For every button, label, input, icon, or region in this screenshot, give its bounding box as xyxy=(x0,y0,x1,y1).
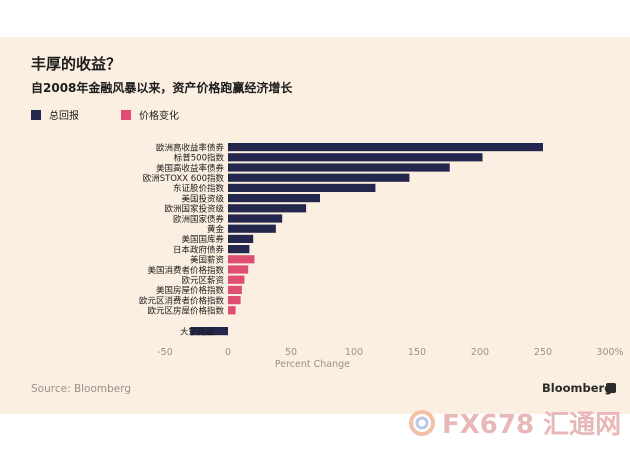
category-label-5: 美国投资级 xyxy=(181,193,224,204)
category-label-2: 美国高收益率债券 xyxy=(156,163,225,174)
x-tick-label-4: 150 xyxy=(408,347,426,358)
legend-item-price-change: 价格变化 xyxy=(121,107,179,122)
category-label-13: 欧元区薪资 xyxy=(181,275,224,286)
category-label-9: 美国国库券 xyxy=(181,234,224,245)
watermark: FX678 汇通网 xyxy=(408,404,621,441)
category-label-7: 欧洲国家债券 xyxy=(173,214,225,225)
bar-0 xyxy=(228,143,543,152)
x-tick-label-3: 100 xyxy=(345,347,363,358)
category-label-6: 欧洲国家投资级 xyxy=(164,204,224,215)
bar-13 xyxy=(228,275,245,284)
x-axis-label: Percent Change xyxy=(275,359,350,370)
source-note: Source: Bloomberg xyxy=(31,383,132,395)
bar-7 xyxy=(228,214,283,223)
category-label-16: 欧元区房屋价格指数 xyxy=(147,306,224,317)
bar-11 xyxy=(228,255,255,264)
watermark-logo-icon xyxy=(409,409,435,436)
legend-label-total-return: 总回报 xyxy=(49,111,79,122)
category-label-11: 美国薪资 xyxy=(190,255,225,266)
x-tick-label-6: 250 xyxy=(534,347,552,358)
category-label-14: 美国房屋价格指数 xyxy=(156,285,225,296)
bar-15 xyxy=(228,296,241,305)
brand-logo-text: Bloomberg xyxy=(542,381,613,395)
bar-6 xyxy=(228,204,307,213)
bar-2 xyxy=(228,163,450,172)
x-tick-label-0: -50 xyxy=(157,347,173,358)
bar-10 xyxy=(228,245,250,254)
legend-item-total-return: 总回报 xyxy=(31,107,79,122)
bar-9 xyxy=(228,234,254,243)
bar-5 xyxy=(228,194,320,203)
chart-panel xyxy=(0,37,630,414)
chart-title: 丰厚的收益？ xyxy=(31,55,122,73)
bar-14 xyxy=(228,285,242,294)
category-label-10: 日本政府债券 xyxy=(173,244,225,255)
chart-subtitle: 自2008年金融风暴以来，资产价格跑赢经济增长 xyxy=(31,81,293,95)
category-label-17: 大宗商品 xyxy=(180,326,214,337)
legend-swatch-price-change xyxy=(121,109,131,120)
bar-16 xyxy=(228,306,236,315)
brand-icon xyxy=(606,383,616,393)
category-label-3: 欧洲STOXX 600指数 xyxy=(143,173,225,184)
bar-17 xyxy=(190,327,228,336)
category-label-12: 美国消费者价格指数 xyxy=(147,265,224,276)
category-label-1: 标普500指数 xyxy=(174,153,225,164)
bar-4 xyxy=(228,183,376,192)
watermark-text: FX678 汇通网 xyxy=(442,410,622,440)
bar-3 xyxy=(228,173,410,182)
legend-swatch-total-return xyxy=(31,109,41,120)
x-tick-label-1: 0 xyxy=(225,347,231,358)
x-tick-label-2: 50 xyxy=(285,347,297,358)
category-label-8: 黄金 xyxy=(207,224,225,235)
legend-label-price-change: 价格变化 xyxy=(139,111,179,122)
bar-12 xyxy=(228,265,249,274)
bar-8 xyxy=(228,224,276,233)
x-tick-label-5: 200 xyxy=(471,347,489,358)
bar-1 xyxy=(228,153,483,162)
x-tick-label-7: 300% xyxy=(596,347,623,358)
category-label-15: 欧元区消费者价格指数 xyxy=(139,295,225,306)
category-label-0: 欧洲高收益率债券 xyxy=(156,142,225,153)
category-label-4: 东证股价指数 xyxy=(173,183,225,194)
